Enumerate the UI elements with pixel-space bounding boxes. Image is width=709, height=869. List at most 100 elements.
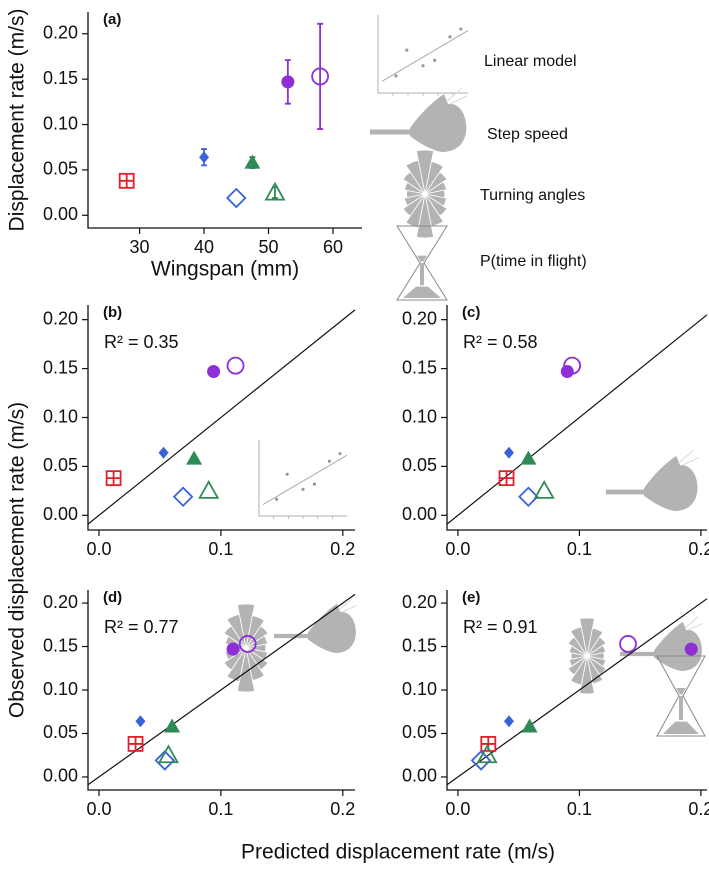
marker-part	[503, 715, 514, 728]
point	[684, 642, 698, 656]
icon	[415, 193, 435, 239]
icon	[569, 655, 588, 686]
marker-part	[476, 744, 498, 764]
x-tick-label: 0.0	[445, 799, 470, 819]
shared-x-label: Predicted displacement rate (m/s)	[241, 841, 555, 864]
x-tick-label: 0.1	[208, 799, 233, 819]
point	[164, 718, 181, 733]
y-tick-label: 0.20	[402, 308, 437, 328]
x-axis-label: Wingspan (mm)	[151, 258, 299, 281]
marker-part	[135, 715, 146, 728]
point	[157, 744, 180, 764]
point	[518, 486, 539, 508]
marker-part	[281, 75, 295, 89]
y-tick-label: 0.15	[43, 635, 78, 655]
point	[172, 486, 194, 508]
point	[154, 750, 176, 771]
point	[533, 480, 555, 499]
icon	[403, 193, 426, 207]
point	[135, 715, 146, 728]
legend-label: P(time in flight)	[480, 253, 587, 270]
r-squared: R² = 0.58	[463, 332, 538, 352]
y-tick-label: 0.15	[43, 68, 78, 88]
y-tick-label: 0.10	[43, 113, 78, 133]
error-bar	[317, 22, 324, 130]
r-squared: R² = 0.91	[463, 617, 538, 637]
panel-label: (b)	[103, 304, 122, 321]
marker-part	[470, 750, 492, 771]
point	[118, 172, 135, 189]
marker-part	[619, 635, 637, 653]
point	[520, 450, 537, 465]
marker-part	[158, 446, 169, 459]
panel-label: (c)	[462, 304, 480, 321]
icon	[568, 655, 588, 667]
icon	[606, 489, 646, 495]
y-tick-label: 0.05	[402, 722, 437, 742]
icon	[421, 64, 425, 68]
axis-line	[87, 305, 355, 531]
icon	[677, 449, 699, 466]
x-tick-label: 60	[323, 237, 343, 257]
icon	[226, 647, 247, 683]
y-tick-label: 0.15	[43, 357, 78, 377]
r-squared: R² = 0.77	[104, 617, 179, 637]
y-tick-label: 0.20	[43, 23, 78, 43]
marker-part	[128, 736, 143, 751]
point	[480, 736, 497, 752]
y-tick-label: 0.10	[43, 679, 78, 699]
icon	[424, 181, 448, 195]
icon	[424, 161, 444, 195]
icon	[433, 58, 437, 62]
legend-label: Step speed	[487, 126, 568, 143]
marker-part	[518, 486, 539, 508]
x-tick-label: 0.1	[567, 539, 592, 559]
icon	[579, 655, 595, 695]
x-tick-label: 50	[259, 237, 279, 257]
x-tick-label: 0.2	[688, 539, 709, 559]
point	[105, 470, 122, 487]
point	[207, 365, 221, 379]
icon	[301, 487, 305, 491]
marker-part	[521, 718, 538, 733]
icon	[405, 159, 426, 195]
y-tick-label: 0.10	[402, 406, 437, 426]
legend-label: Linear model	[484, 53, 577, 70]
panel-label: (d)	[103, 589, 122, 606]
icon	[274, 633, 310, 639]
marker-part	[684, 642, 698, 656]
marker-part	[106, 471, 121, 486]
y-tick-label: 0.20	[402, 592, 437, 612]
x-tick-label: 0.0	[86, 799, 111, 819]
x-tick-label: 0.2	[688, 799, 709, 819]
point	[498, 470, 515, 487]
icon	[258, 440, 347, 517]
icon	[420, 263, 424, 286]
y-tick-label: 0.20	[43, 592, 78, 612]
x-tick-label: 0.2	[330, 539, 355, 559]
marker-part	[533, 480, 555, 499]
icon	[245, 625, 269, 649]
x-tick-label: 0.1	[208, 539, 233, 559]
icon	[448, 35, 452, 39]
marker-part	[157, 744, 180, 764]
icon	[394, 74, 398, 78]
axis-line	[87, 590, 355, 791]
y-axis-label: Displacement rate (m/s)	[6, 9, 29, 232]
icon	[445, 87, 468, 105]
marker-part	[198, 480, 220, 499]
icon	[663, 721, 699, 734]
icon	[654, 621, 702, 671]
icon	[327, 459, 331, 463]
marker-part	[164, 718, 181, 733]
icon	[415, 149, 435, 195]
y-tick-label: 0.20	[43, 308, 78, 328]
marker-part	[199, 151, 210, 164]
point	[199, 151, 210, 164]
point	[470, 750, 492, 771]
point	[158, 446, 169, 459]
marker-part	[154, 750, 176, 771]
x-tick-label: 0.0	[445, 539, 470, 559]
icon	[262, 454, 348, 506]
